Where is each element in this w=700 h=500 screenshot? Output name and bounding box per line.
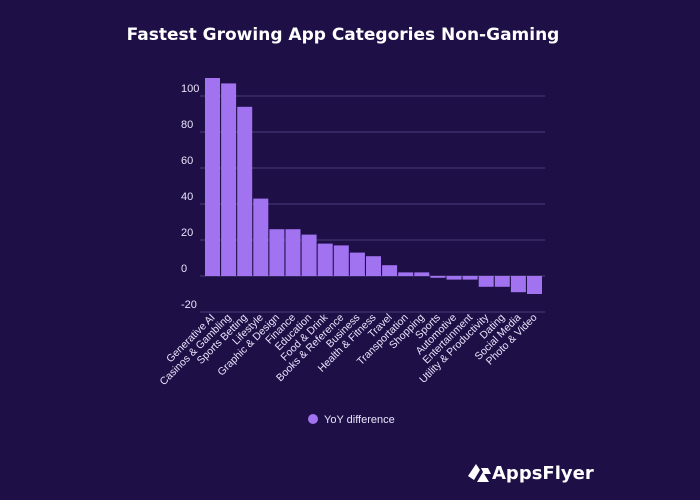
legend: YoY difference bbox=[308, 414, 395, 426]
y-tick-label: 60 bbox=[181, 155, 193, 167]
bar bbox=[221, 83, 237, 277]
bar bbox=[366, 256, 381, 276]
appsflyer-logo: AppsFlyer bbox=[468, 463, 594, 484]
y-tick-label: 20 bbox=[181, 227, 193, 239]
bar bbox=[462, 276, 478, 280]
bar bbox=[317, 243, 333, 276]
chart-title: Fastest Growing App Categories Non-Gamin… bbox=[127, 25, 560, 45]
bar bbox=[478, 276, 494, 287]
y-tick-label: 0 bbox=[181, 263, 187, 275]
bar bbox=[205, 78, 220, 276]
bars bbox=[205, 78, 542, 294]
bar bbox=[382, 265, 398, 276]
y-tick-label: -20 bbox=[181, 299, 197, 311]
bar bbox=[301, 234, 317, 276]
y-tick-label: 40 bbox=[181, 191, 193, 203]
bar bbox=[237, 106, 253, 276]
bar bbox=[269, 229, 285, 276]
bar bbox=[414, 272, 430, 276]
appsflyer-logo-text: AppsFlyer bbox=[492, 463, 594, 484]
bar bbox=[398, 272, 414, 276]
bar bbox=[285, 229, 301, 276]
bar bbox=[349, 252, 365, 276]
bar bbox=[527, 276, 542, 294]
legend-label: YoY difference bbox=[324, 414, 395, 426]
y-tick-label: 80 bbox=[181, 119, 193, 131]
y-axis-ticks: -20 0 20 40 60 80 100 bbox=[181, 83, 199, 311]
bar bbox=[510, 276, 526, 293]
appsflyer-logo-icon bbox=[468, 464, 491, 482]
bar bbox=[253, 198, 269, 276]
bar bbox=[430, 276, 446, 278]
bar bbox=[333, 245, 349, 276]
legend-marker bbox=[308, 414, 318, 424]
bar bbox=[446, 276, 462, 280]
bar bbox=[494, 276, 510, 287]
y-tick-label: 100 bbox=[181, 83, 199, 95]
